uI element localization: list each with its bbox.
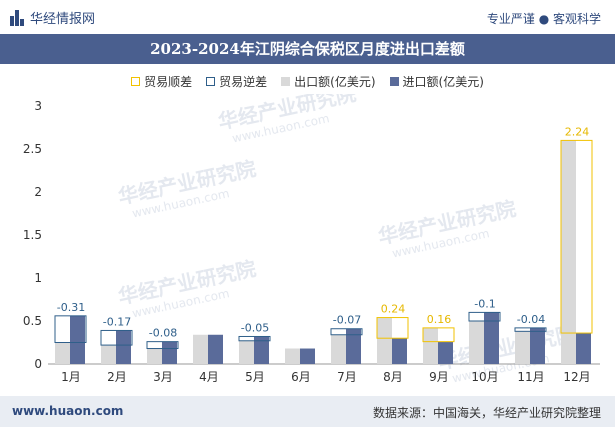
balance-bracket <box>238 335 271 342</box>
export-bar <box>469 321 484 364</box>
legend-swatch-import <box>389 76 399 86</box>
y-tick-label: 3 <box>34 99 42 113</box>
y-tick-label: 2.5 <box>23 142 42 156</box>
legend-label-surplus: 贸易顺差 <box>144 74 193 89</box>
x-tick-label: 9月 <box>429 370 449 384</box>
balance-bracket <box>560 139 593 334</box>
balance-label: 0.24 <box>381 303 406 316</box>
x-tick-label: 7月 <box>337 370 357 384</box>
balance-label: -0.04 <box>517 313 545 326</box>
export-bar <box>515 331 530 364</box>
balance-bracket <box>54 315 87 343</box>
balance-label: -0.08 <box>149 327 177 340</box>
legend-item-import[interactable]: 进口额(亿美元) <box>389 72 484 90</box>
x-tick-label: 11月 <box>517 370 544 384</box>
y-axis: 0 0.5 1 1.5 2 2.5 3 <box>23 99 600 371</box>
import-bar <box>162 341 177 364</box>
export-bar <box>193 334 208 364</box>
balance-label: -0.17 <box>103 315 131 328</box>
y-tick-label: 0.5 <box>23 314 42 328</box>
x-tick-label: 2月 <box>107 370 127 384</box>
import-bar <box>392 338 407 364</box>
export-bar <box>423 327 438 364</box>
balance-bracket <box>376 317 409 339</box>
balance-bracket <box>468 311 501 322</box>
title-band: 2023-2024年江阴综合保税区月度进出口差额 <box>0 34 615 64</box>
x-tick-label: 4月 <box>199 370 219 384</box>
import-bar <box>438 341 453 364</box>
import-bar <box>300 348 315 364</box>
top-bar: 华经情报网 专业严谨 ● 客观科学 <box>0 0 615 34</box>
balance-bracket <box>514 327 547 332</box>
balance-bracket <box>100 329 133 346</box>
export-bar <box>55 342 70 364</box>
bars-group: -0.31 -0.17 -0.08 -0.05 -0.07 0.24 0.16 -0.1 -0.… <box>54 125 593 364</box>
y-tick-label: 1 <box>34 271 42 285</box>
x-tick-label: 8月 <box>383 370 403 384</box>
legend-item-surplus[interactable]: 贸易顺差 <box>131 72 192 90</box>
import-bar <box>576 333 591 364</box>
balance-label: 2.24 <box>565 125 590 138</box>
footer: www.huaon.com 数据来源：中国海关，华经产业研究院整理 <box>0 396 615 427</box>
legend-label-export: 出口额(亿美元) <box>294 74 376 89</box>
chart-title: 2023-2024年江阴综合保税区月度进出口差额 <box>150 40 465 58</box>
import-bar <box>484 312 499 364</box>
import-bar <box>346 328 361 364</box>
x-tick-label: 6月 <box>291 370 311 384</box>
balance-bracket <box>146 341 179 350</box>
chart-legend: 贸易顺差 贸易逆差 出口额(亿美元) 进口额(亿美元) <box>0 72 615 90</box>
import-bar <box>530 327 545 364</box>
export-bar <box>331 334 346 364</box>
import-bar <box>208 334 223 364</box>
balance-label: -0.1 <box>474 297 495 310</box>
chart-plot: 华经产业研究院www.huaon.com华经产业研究院www.huaon.com… <box>23 94 600 386</box>
legend-swatch-export <box>281 76 291 86</box>
import-bar <box>70 315 85 364</box>
x-tick-label: 10月 <box>471 370 498 384</box>
export-bar <box>239 340 254 364</box>
x-tick-label: 12月 <box>563 370 590 384</box>
legend-item-deficit[interactable]: 贸易逆差 <box>206 72 267 90</box>
legend-item-export[interactable]: 出口额(亿美元) <box>281 72 376 90</box>
footer-url[interactable]: www.huaon.com <box>12 404 124 418</box>
x-tick-label: 1月 <box>61 370 81 384</box>
balance-label: -0.07 <box>333 314 361 327</box>
import-bar <box>116 330 131 364</box>
y-tick-label: 1.5 <box>23 228 42 242</box>
x-tick-label: 5月 <box>245 370 265 384</box>
export-bar <box>147 348 162 364</box>
export-bar <box>377 317 392 364</box>
balance-label: 0.16 <box>427 313 452 326</box>
export-bar <box>101 345 116 364</box>
balance-label: -0.31 <box>57 301 85 314</box>
brand-name: 华经情报网 <box>30 12 96 27</box>
bar-logo-icon <box>10 9 24 26</box>
export-bar <box>285 348 300 364</box>
x-tick-label: 3月 <box>153 370 173 384</box>
legend-swatch-deficit <box>206 76 216 86</box>
import-bar <box>254 336 269 364</box>
x-axis: 1月 2月 3月 4月 5月 6月 7月 8月 9月 10月 11月 12月 <box>61 370 590 384</box>
balance-label: -0.05 <box>241 321 269 334</box>
legend-label-deficit: 贸易逆差 <box>219 74 268 89</box>
tagline: 专业严谨 ● 客观科学 <box>486 12 601 26</box>
legend-label-import: 进口额(亿美元) <box>402 74 484 89</box>
footer-source: 数据来源：中国海关，华经产业研究院整理 <box>372 406 601 420</box>
balance-bracket <box>422 327 455 343</box>
export-bar <box>561 140 576 364</box>
y-tick-label: 2 <box>34 185 42 199</box>
y-tick-label: 0 <box>34 357 42 371</box>
balance-bracket <box>330 328 363 336</box>
legend-swatch-surplus <box>131 76 141 86</box>
brand-logo[interactable]: 华经情报网 <box>10 8 95 27</box>
